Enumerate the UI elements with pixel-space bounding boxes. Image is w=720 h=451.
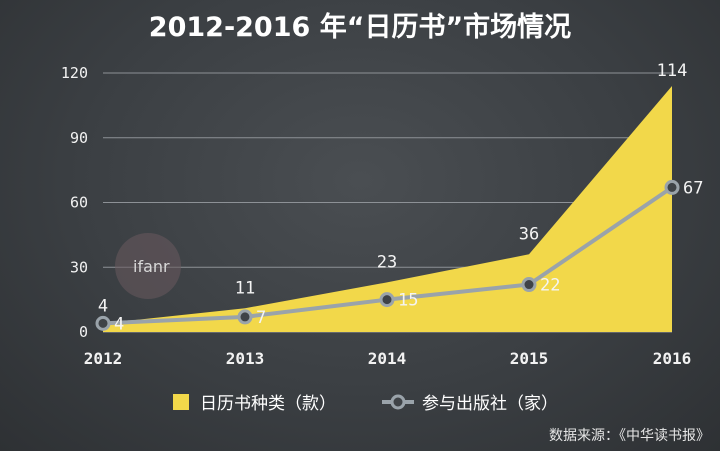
- x-tick-label: 2013: [226, 349, 265, 368]
- line-value-label: 4: [114, 314, 124, 334]
- line-value-label: 15: [398, 291, 418, 311]
- chart-title: 2012-2016 年“日历书”市场情况: [149, 11, 571, 43]
- x-tick-label: 2014: [368, 349, 407, 368]
- area-value-label: 36: [519, 224, 539, 244]
- watermark-logo: ifanr: [115, 233, 181, 299]
- x-tick-label: 2016: [653, 349, 692, 368]
- area-value-label: 4: [98, 296, 108, 316]
- legend-swatch-marker: [390, 394, 406, 410]
- legend-label-area: 日历书种类（款）: [200, 394, 336, 414]
- area-fill: [103, 85, 672, 332]
- y-tick-label: 0: [79, 323, 88, 341]
- legend: 日历书种类（款） 参与出版社（家）: [173, 394, 558, 414]
- line-point: [664, 179, 680, 195]
- y-tick-label: 30: [70, 258, 88, 276]
- x-tick-label: 2015: [510, 349, 549, 368]
- legend-label-line: 参与出版社（家）: [422, 394, 558, 414]
- watermark-circle: [115, 233, 181, 299]
- source-note: 数据来源：《中华读书报》: [549, 427, 710, 444]
- line-point: [521, 277, 537, 293]
- data-labels: 4 11 23 36 114 4 7 15 22 67: [98, 61, 704, 334]
- legend-swatch-area: [173, 394, 189, 410]
- line-value-label: 7: [256, 308, 266, 328]
- y-tick-label: 120: [61, 64, 88, 82]
- x-axis-ticks: 2012 2013 2014 2015 2016: [84, 349, 692, 368]
- line-value-label: 22: [540, 276, 560, 296]
- x-tick-label: 2012: [84, 349, 123, 368]
- area-value-label: 23: [377, 252, 397, 272]
- area-series: [103, 85, 672, 332]
- watermark-text: ifanr: [133, 257, 170, 276]
- y-axis-ticks: 0 30 60 90 120: [61, 64, 88, 341]
- line-series: [95, 179, 680, 331]
- line-point: [379, 292, 395, 308]
- y-tick-label: 60: [70, 194, 88, 212]
- area-value-label: 114: [657, 61, 688, 81]
- area-value-label: 11: [235, 278, 255, 298]
- line-point: [237, 309, 253, 325]
- y-tick-label: 90: [70, 129, 88, 147]
- line-value-label: 67: [683, 178, 703, 198]
- line-point: [95, 315, 111, 331]
